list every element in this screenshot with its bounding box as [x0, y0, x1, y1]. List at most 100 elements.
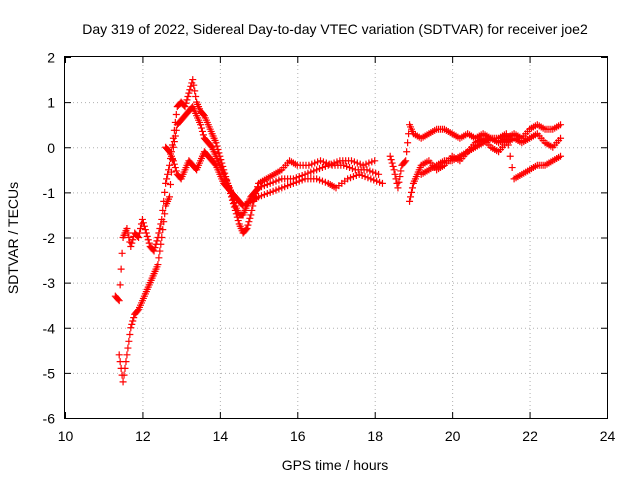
x-tick-label: 10 [58, 428, 74, 444]
data-point [185, 89, 193, 97]
data-point [245, 218, 253, 226]
data-point [154, 261, 162, 269]
data-point [161, 188, 169, 196]
data-point [170, 126, 178, 134]
data-point [234, 217, 242, 225]
data-point [165, 166, 173, 174]
data-point [183, 96, 191, 104]
data-point [557, 121, 565, 129]
data-point [407, 193, 415, 201]
data-point [115, 351, 123, 359]
data-point [120, 371, 128, 379]
data-point [403, 148, 411, 156]
data-point [171, 164, 179, 172]
data-point [157, 220, 165, 228]
y-tick-label: -5 [43, 365, 56, 381]
data-point [394, 184, 402, 192]
data-point [139, 219, 147, 227]
data-point [136, 224, 144, 232]
data-point [141, 226, 149, 234]
data-point [391, 170, 399, 178]
data-point [154, 234, 162, 241]
x-tick-label: 18 [367, 428, 383, 444]
data-point [386, 152, 394, 160]
data-point [166, 180, 174, 188]
data-point [189, 76, 197, 84]
data-point [557, 152, 565, 160]
data-point [219, 162, 227, 170]
data-point [401, 158, 409, 166]
data-point [143, 232, 151, 240]
data-point [557, 134, 565, 142]
data-point [402, 157, 410, 165]
grid [65, 57, 607, 418]
data-point [388, 159, 396, 167]
data-point [506, 152, 514, 160]
data-point [153, 237, 161, 245]
data-point [247, 211, 255, 219]
data-point [140, 222, 148, 230]
data-point [125, 234, 133, 241]
data-point [508, 164, 516, 172]
data-point [156, 224, 164, 232]
data-point [217, 156, 225, 164]
data-point [117, 265, 125, 273]
y-tick-labels: -6 -5 -4 -3 -2 -1 0 1 2 [43, 50, 56, 427]
data-point [214, 146, 222, 154]
data-point [408, 184, 416, 192]
data-point [138, 215, 146, 223]
data-point [213, 142, 221, 150]
data-point [254, 185, 262, 193]
x-tick-label: 12 [135, 428, 151, 444]
data-point [199, 131, 207, 139]
data-point [166, 161, 174, 169]
data-point [407, 188, 415, 196]
data-point [115, 297, 123, 305]
data-point [243, 224, 251, 232]
data-point [191, 87, 199, 95]
y-tick-label: 2 [47, 50, 55, 66]
chart-title: Day 319 of 2022, Sidereal Day-to-day VTE… [82, 21, 588, 37]
data-point [163, 175, 171, 183]
data-point [155, 229, 163, 237]
data-point [218, 159, 226, 167]
data-point [396, 173, 404, 181]
y-axis-label: SDTVAR / TECUs [5, 182, 21, 294]
y-tick-label: 0 [47, 140, 55, 156]
series-track-f [417, 130, 565, 183]
data-point [152, 240, 160, 248]
data-point [397, 167, 405, 175]
data-point [378, 179, 386, 187]
data-point [246, 214, 254, 222]
data-point [169, 157, 177, 165]
data-point [248, 206, 256, 214]
y-tick-label: 1 [47, 95, 55, 111]
y-tick-label: -6 [43, 411, 56, 427]
data-point [242, 226, 250, 234]
data-point [182, 99, 190, 107]
axis-ticks [65, 57, 608, 419]
data-point [128, 320, 136, 328]
data-point [404, 139, 412, 147]
data-point [172, 167, 180, 175]
data-point [375, 170, 383, 178]
data-point [186, 86, 194, 94]
data-point [114, 296, 122, 304]
data-point [150, 247, 158, 255]
data-point [128, 239, 136, 247]
data-point [166, 193, 174, 201]
data-point [390, 166, 398, 174]
data-point [216, 152, 224, 160]
data-point [190, 81, 198, 89]
data-point [127, 324, 135, 332]
data-point [126, 331, 134, 339]
data-point [144, 236, 152, 244]
data-point [127, 243, 135, 251]
data-point [221, 169, 229, 177]
data-point [197, 121, 204, 129]
data-point [198, 127, 206, 135]
data-point [162, 179, 170, 187]
data-point [387, 156, 395, 164]
data-point [406, 197, 414, 205]
